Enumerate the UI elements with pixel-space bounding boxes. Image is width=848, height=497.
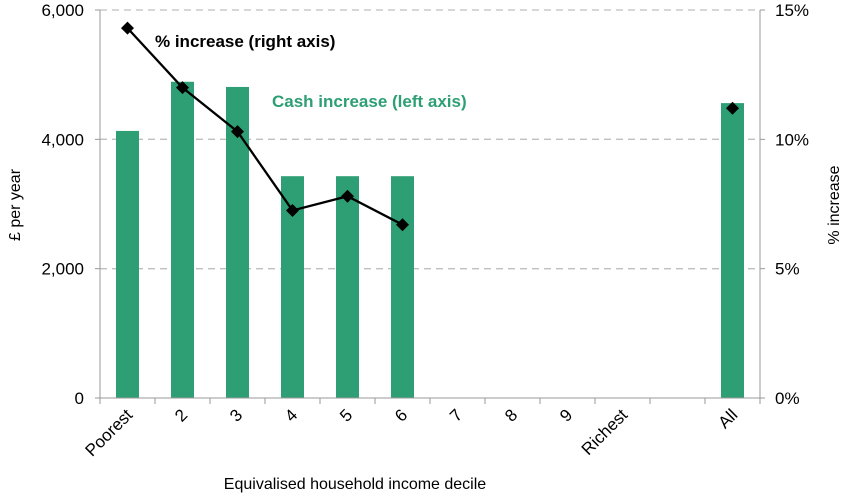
- x-tick-label: 8: [501, 405, 521, 425]
- y-tick-label-right: 10%: [775, 130, 809, 149]
- y-axis-title-left: £ per year: [7, 168, 24, 241]
- line-point: [396, 218, 409, 232]
- x-axis-title: Equivalised household income decile: [224, 476, 486, 493]
- y-tick-label-right: 0%: [775, 389, 800, 408]
- x-tick-label: All: [715, 405, 742, 432]
- x-tick-label: 5: [336, 405, 356, 425]
- x-tick-label: 2: [171, 405, 191, 425]
- bar: [171, 81, 194, 398]
- gridlines: [100, 9, 760, 270]
- line-point: [231, 125, 244, 139]
- bar: [721, 103, 744, 399]
- bar: [281, 176, 304, 398]
- x-tick-label: Poorest: [81, 405, 136, 460]
- y-tick-label-right: 15%: [775, 1, 809, 20]
- line-point: [176, 81, 189, 95]
- x-tick-label: Richest: [578, 405, 632, 459]
- line-point: [121, 21, 134, 35]
- line-point: [341, 189, 354, 203]
- x-tick-label: 9: [556, 405, 576, 425]
- y-tick-label-right: 5%: [775, 260, 800, 279]
- y-tick-label-left: 6,000: [41, 1, 84, 20]
- bar: [116, 130, 139, 398]
- x-tick-label: 4: [281, 405, 301, 425]
- bar: [336, 176, 359, 398]
- line-series-annotation: % increase (right axis): [155, 32, 335, 51]
- x-tick-label: 3: [226, 405, 246, 425]
- y-axis-title-right: % increase: [826, 165, 843, 244]
- y-tick-label-left: 4,000: [41, 130, 84, 149]
- bar-series-annotation: Cash increase (left axis): [272, 92, 467, 111]
- bar: [391, 176, 414, 398]
- y-tick-label-left: 0: [75, 389, 84, 408]
- line-series: [121, 21, 739, 232]
- bar-series: [116, 81, 744, 399]
- bar: [226, 86, 249, 398]
- tick-labels: 0 0% 2,000 5% 4,000 10% 6,000 15% Poorest 2 3 4 5 6 7 8…: [41, 1, 809, 460]
- axes: [95, 9, 765, 404]
- x-tick-label: 6: [391, 405, 411, 425]
- y-tick-label-left: 2,000: [41, 260, 84, 279]
- x-tick-label: 7: [446, 405, 466, 425]
- line-point: [726, 101, 739, 115]
- line-path: [126, 27, 404, 226]
- line-point: [286, 203, 299, 217]
